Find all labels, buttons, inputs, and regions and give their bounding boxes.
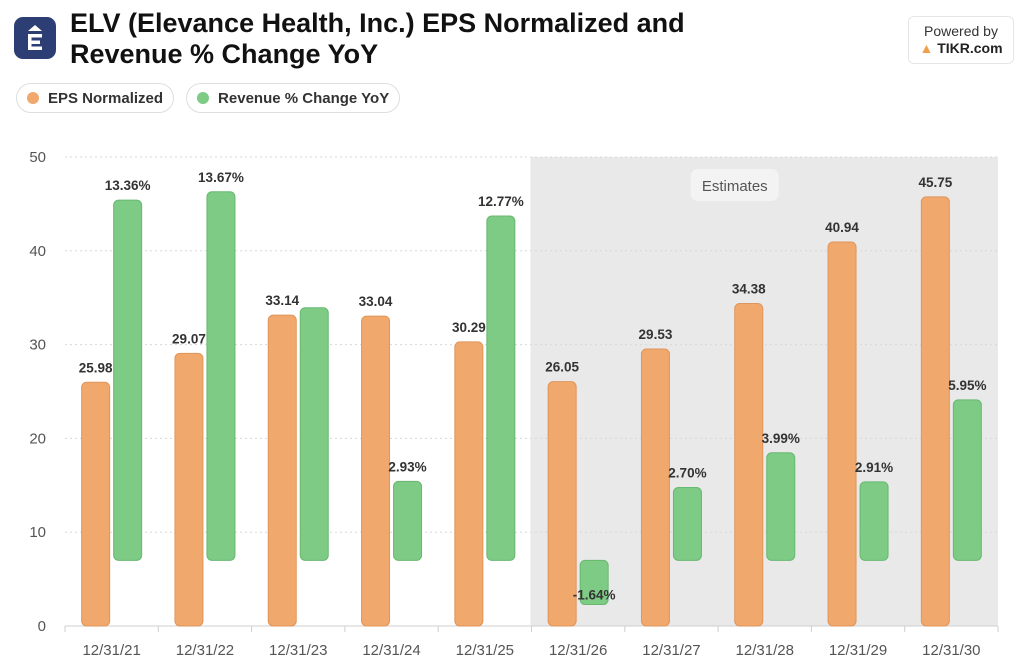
eps-bar — [174, 352, 204, 627]
x-tick-label: 12/31/28 — [736, 642, 794, 659]
revenue-bar — [672, 487, 702, 561]
eps-bar — [827, 241, 857, 627]
eps-bar — [734, 303, 764, 627]
x-tick-label: 12/31/29 — [829, 642, 887, 659]
tikr-logo-icon: ▲ — [919, 40, 934, 56]
revenue-data-label: 2.91% — [855, 460, 893, 475]
eps-bar — [267, 314, 297, 627]
legend-dot-revenue — [197, 92, 210, 104]
legend-dot-eps — [27, 92, 39, 104]
x-tick-label: 12/31/22 — [176, 642, 234, 659]
legend-item-eps[interactable]: EPS Normalized — [16, 83, 175, 113]
y-tick-label: 0 — [38, 618, 46, 635]
eps-data-label: 29.53 — [639, 327, 673, 342]
revenue-data-label: 13.36% — [105, 178, 151, 193]
revenue-bar — [579, 559, 609, 606]
estimates-label: Estimates — [702, 178, 768, 195]
elv-logo — [14, 17, 56, 59]
estimates-badge — [690, 169, 779, 201]
x-tick-label: 12/31/27 — [642, 642, 700, 659]
revenue-bar — [859, 481, 889, 561]
revenue-bar — [206, 191, 236, 561]
y-tick-label: 40 — [29, 243, 46, 260]
eps-data-label: 30.29 — [452, 320, 486, 335]
revenue-data-label: 2.70% — [668, 466, 706, 481]
revenue-bar — [393, 480, 423, 561]
eps-bar — [454, 341, 484, 627]
eps-data-label: 33.04 — [359, 294, 393, 309]
eps-bar — [81, 381, 111, 627]
eps-data-label: 29.07 — [172, 331, 206, 346]
eps-data-label: 33.14 — [265, 293, 299, 308]
eps-data-label: 34.38 — [732, 282, 766, 297]
revenue-data-label: 5.95% — [948, 378, 986, 393]
legend-label-eps: EPS Normalized — [48, 89, 164, 107]
x-tick-label: 12/31/21 — [82, 642, 140, 659]
revenue-data-label: 13.67% — [198, 170, 244, 185]
eps-bar — [640, 348, 670, 627]
x-tick-label: 12/31/25 — [456, 642, 514, 659]
revenue-data-label: 12.77% — [478, 194, 524, 209]
revenue-data-label: -1.64% — [573, 588, 616, 603]
x-tick-label: 12/31/30 — [922, 642, 980, 659]
powered-by-label: Powered by — [924, 23, 998, 39]
eps-data-label: 26.05 — [545, 360, 579, 375]
revenue-data-label: 2.93% — [388, 459, 426, 474]
eps-bar — [920, 196, 950, 627]
revenue-bar — [766, 452, 796, 561]
revenue-data-label: 3.99% — [762, 431, 800, 446]
eps-bar — [361, 315, 391, 627]
legend: EPS Normalized Revenue % Change YoY — [16, 83, 401, 113]
x-tick-label: 12/31/26 — [549, 642, 607, 659]
revenue-bar — [113, 199, 143, 561]
eps-bar — [547, 381, 577, 627]
revenue-bar — [299, 307, 329, 561]
x-tick-label: 12/31/23 — [269, 642, 327, 659]
powered-by-badge[interactable]: Powered by ▲ TIKR.com — [908, 16, 1014, 64]
eps-data-label: 45.75 — [918, 175, 952, 190]
brand-name: TIKR.com — [937, 40, 1003, 56]
revenue-bar — [952, 399, 982, 561]
chart-title: ELV (Elevance Health, Inc.) EPS Normaliz… — [70, 8, 685, 69]
y-tick-label: 50 — [29, 149, 46, 166]
x-tick-label: 12/31/24 — [362, 642, 420, 659]
legend-label-revenue: Revenue % Change YoY — [218, 89, 390, 107]
y-tick-label: 20 — [29, 430, 46, 447]
y-tick-label: 30 — [29, 337, 46, 354]
estimates-region — [530, 157, 998, 626]
revenue-bar — [486, 215, 516, 561]
y-tick-label: 10 — [29, 524, 46, 541]
legend-item-revenue[interactable]: Revenue % Change YoY — [186, 83, 401, 113]
eps-data-label: 25.98 — [79, 360, 113, 375]
eps-data-label: 40.94 — [825, 220, 859, 235]
